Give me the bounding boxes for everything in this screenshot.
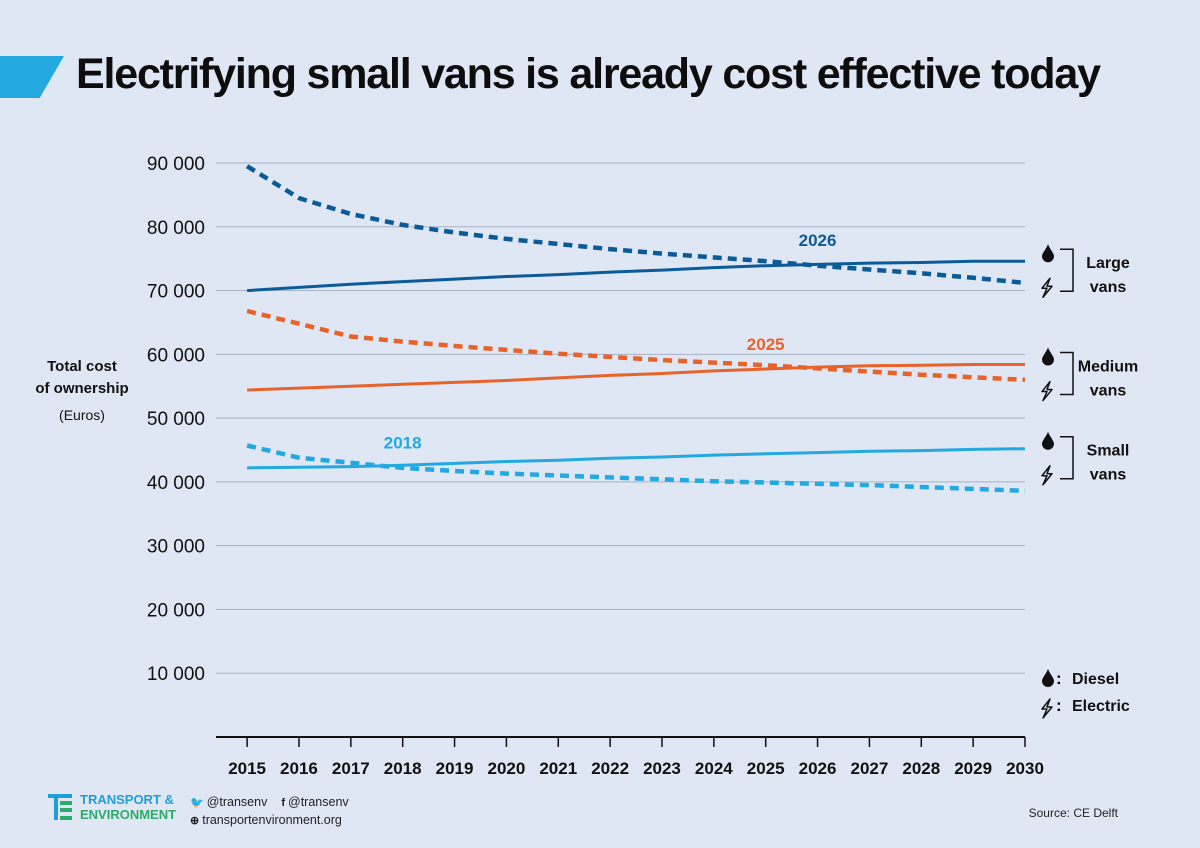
y-tick-label: 40 000 xyxy=(147,473,205,494)
electric-lightning-icon xyxy=(1041,464,1053,486)
legend-medium-label-line1: Medium xyxy=(1078,359,1138,376)
key-electric-lightning-icon xyxy=(1041,698,1053,719)
website-url: transportenvironment.org xyxy=(202,813,342,827)
x-tick-label: 2015 xyxy=(228,759,266,778)
x-tick-label: 2022 xyxy=(591,759,629,778)
y-tick-label: 70 000 xyxy=(147,282,205,303)
legend-small-label-line2: vans xyxy=(1090,467,1127,484)
y-tick-label: 10 000 xyxy=(147,664,205,685)
legend-large-label-line2: vans xyxy=(1090,279,1127,296)
facebook-icon: f xyxy=(281,797,286,809)
key-diesel-drop-icon xyxy=(1042,669,1054,687)
twitter-handle: @transenv xyxy=(206,795,268,809)
legend-small-label-line1: Small xyxy=(1087,443,1130,460)
social-links: 🐦 @transenv f @transenv ⊕ transportenvironm… xyxy=(190,794,349,830)
footer-logo: TRANSPORT & ENVIRONMENT xyxy=(48,792,176,822)
crossover-label-medium: 2025 xyxy=(747,335,785,354)
x-tick-label: 2016 xyxy=(280,759,318,778)
legend-bracket xyxy=(1060,248,1074,292)
small-vans-electric-line xyxy=(246,443,1026,494)
y-tick-label: 20 000 xyxy=(147,600,205,621)
electric-lightning-icon xyxy=(1041,277,1053,298)
legend-bracket xyxy=(1060,351,1074,396)
twitter-icon: 🐦 xyxy=(190,797,204,809)
large-vans-electric-line xyxy=(245,164,1026,286)
legend-medium-label-line2: vans xyxy=(1090,383,1127,400)
key-colon: : xyxy=(1056,669,1062,688)
website-link[interactable]: ⊕ transportenvironment.org xyxy=(190,812,342,830)
logo-line2: ENVIRONMENT xyxy=(80,807,177,822)
page-title: Electrifying small vans is already cost … xyxy=(76,50,1101,98)
twitter-link[interactable]: 🐦 @transenv xyxy=(190,794,267,812)
te-logo-icon xyxy=(48,794,72,820)
x-tick-label: 2028 xyxy=(902,759,940,778)
medium-vans-electric-line xyxy=(246,308,1026,383)
x-tick-label: 2030 xyxy=(1006,759,1044,778)
legend-bracket xyxy=(1060,435,1074,480)
large-vans-diesel-line xyxy=(247,259,1025,293)
x-tick-label: 2017 xyxy=(332,759,370,778)
x-tick-label: 2026 xyxy=(799,759,837,778)
facebook-link[interactable]: f @transenv xyxy=(281,794,348,812)
facebook-handle: @transenv xyxy=(288,795,349,809)
source-note: Source: CE Delft xyxy=(1028,806,1118,820)
y-tick-label: 50 000 xyxy=(147,409,205,430)
diesel-drop-icon xyxy=(1042,244,1054,263)
diesel-drop-icon xyxy=(1042,347,1054,366)
key-colon: : xyxy=(1056,696,1062,715)
x-tick-label: 2019 xyxy=(436,759,474,778)
x-tick-label: 2018 xyxy=(384,759,422,778)
y-axis-label: Total cost of ownership (Euros) xyxy=(22,356,142,426)
logo-line1: TRANSPORT & xyxy=(80,792,174,807)
x-tick-label: 2025 xyxy=(747,759,785,778)
small-vans-diesel-line xyxy=(247,447,1026,470)
x-tick-label: 2027 xyxy=(851,759,889,778)
diesel-drop-icon xyxy=(1042,431,1054,450)
x-tick-label: 2023 xyxy=(643,759,681,778)
crossover-label-large: 2026 xyxy=(799,231,837,250)
globe-icon: ⊕ xyxy=(190,815,200,827)
legend-large-label-line1: Large xyxy=(1086,255,1130,272)
x-tick-label: 2024 xyxy=(695,759,733,778)
x-tick-label: 2021 xyxy=(539,759,577,778)
x-tick-label: 2020 xyxy=(487,759,525,778)
y-tick-label: 30 000 xyxy=(147,537,205,558)
y-axis-label-line2: of ownership xyxy=(35,380,129,397)
crossover-label-small: 2018 xyxy=(384,434,422,453)
y-axis-units: (Euros) xyxy=(59,407,105,423)
key-diesel-label: Diesel xyxy=(1072,671,1119,688)
y-tick-label: 90 000 xyxy=(147,154,205,175)
x-tick-label: 2029 xyxy=(954,759,992,778)
medium-vans-diesel-line xyxy=(247,363,1025,392)
electric-lightning-icon xyxy=(1041,380,1053,402)
y-axis-label-line1: Total cost xyxy=(47,358,117,375)
y-tick-label: 80 000 xyxy=(147,218,205,239)
key-electric-label: Electric xyxy=(1072,698,1130,715)
y-tick-label: 60 000 xyxy=(147,345,205,366)
